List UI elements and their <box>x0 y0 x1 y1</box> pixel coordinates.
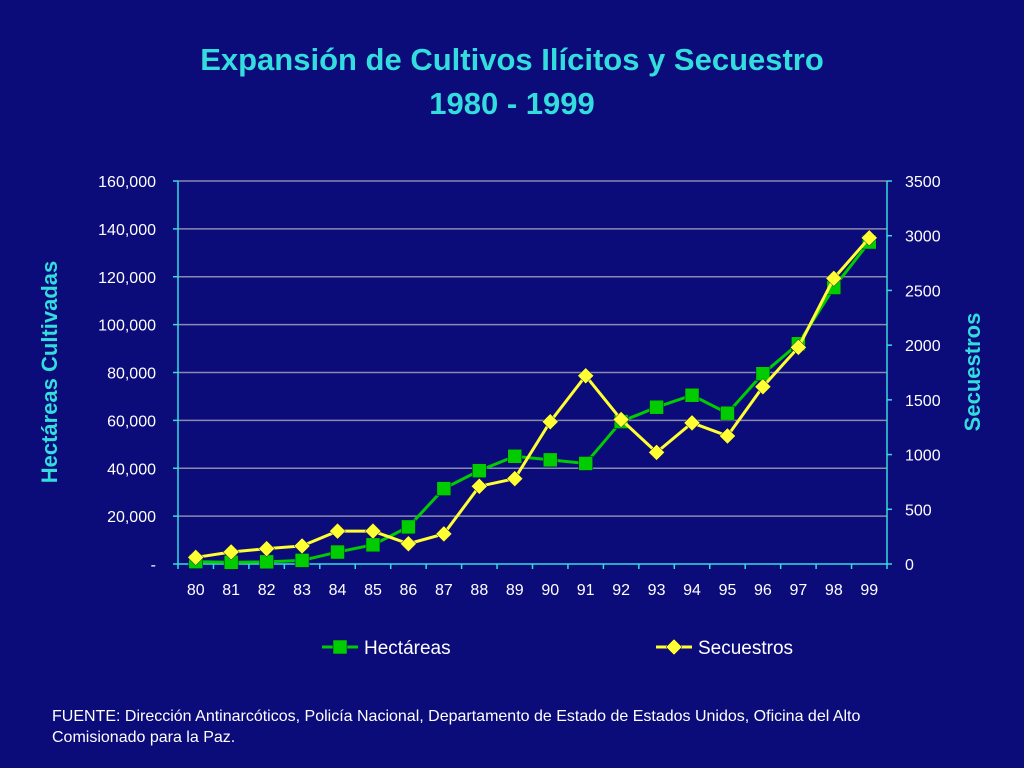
secuestros-point <box>293 537 311 555</box>
hectareas-point <box>436 481 452 496</box>
secuestros-point <box>754 378 772 396</box>
secuestros-point <box>648 444 665 461</box>
x-tick-label: 92 <box>612 582 630 599</box>
y-axis-title: Hectáreas Cultivadas <box>37 261 62 484</box>
right-tick-label: 0 <box>905 557 914 574</box>
secuestros-point <box>400 535 417 553</box>
secuestros-legend-label: Secuestros <box>698 638 793 659</box>
left-tick-label: - <box>151 557 156 574</box>
secuestros-point <box>506 470 524 487</box>
secuestros-point <box>683 414 701 432</box>
secuestros-point <box>364 522 382 540</box>
right-tick-label: 3000 <box>905 229 941 246</box>
secuestros-point <box>860 229 878 247</box>
hectareas-point <box>401 519 416 535</box>
hectareas-point <box>542 452 558 468</box>
x-tick-label: 99 <box>860 582 878 599</box>
x-tick-label: 81 <box>222 582 240 599</box>
hectareas-legend-marker <box>332 639 348 655</box>
hectareas-point <box>365 537 381 553</box>
x-tick-label: 98 <box>825 582 843 599</box>
secuestros-point <box>222 543 240 561</box>
secuestros-point <box>825 270 843 287</box>
x-tick-label: 83 <box>293 582 311 599</box>
x-tick-label: 82 <box>258 582 276 599</box>
x-tick-label: 89 <box>506 582 524 599</box>
secuestros-legend-marker <box>665 638 683 656</box>
left-tick-label: 140,000 <box>98 222 156 239</box>
x-tick-label: 85 <box>364 582 382 599</box>
left-tick-label: 120,000 <box>98 270 156 287</box>
dual-axis-line-chart: - 20,000 40,000 60,000 80,000 100,000 120,000 1… <box>37 174 985 659</box>
secuestros-point <box>187 549 205 566</box>
x-tick-label: 93 <box>648 582 666 599</box>
hectareas-point <box>649 399 664 415</box>
secuestros-point <box>470 477 488 495</box>
hectareas-point <box>507 449 523 464</box>
x-tick-label: 80 <box>187 582 205 599</box>
source-footnote: FUENTE: Dirección Antinarcóticos, Policí… <box>52 708 861 746</box>
secuestros-point <box>541 413 559 431</box>
x-tick-label: 97 <box>789 582 807 599</box>
secuestros-point <box>329 522 346 540</box>
right-tick-label: 500 <box>905 502 932 519</box>
secuestros-series-line <box>195 236 871 559</box>
secuestros-point <box>258 540 275 558</box>
x-tick-label: 95 <box>719 582 737 599</box>
right-tick-label: 2500 <box>905 283 941 300</box>
hectareas-point <box>330 544 345 560</box>
right-tick-label: 1500 <box>905 393 941 410</box>
secuestros-point <box>612 411 630 428</box>
hectareas-point <box>472 463 487 478</box>
secuestros-point <box>719 427 736 445</box>
secuestros-point <box>435 525 453 543</box>
left-tick-label: 80,000 <box>107 366 156 383</box>
chart-subtitle: 1980 - 1999 <box>429 86 595 121</box>
hectareas-series-line <box>195 241 871 564</box>
hectareas-legend-label: Hectáreas <box>364 638 451 659</box>
x-tick-label: 94 <box>683 582 701 599</box>
chart-title: Expansión de Cultivos Ilícitos y Secuest… <box>200 42 824 77</box>
hectareas-point <box>294 553 310 568</box>
x-tick-label: 90 <box>541 582 559 599</box>
left-tick-label: 20,000 <box>107 509 156 526</box>
secuestros-point <box>790 338 807 356</box>
x-tick-label: 86 <box>400 582 418 599</box>
hectareas-point <box>720 405 735 421</box>
x-tick-label: 84 <box>329 582 347 599</box>
left-tick-label: 160,000 <box>98 174 156 191</box>
right-tick-label: 3500 <box>905 174 941 191</box>
x-tick-label: 91 <box>577 582 595 599</box>
x-tick-label: 88 <box>470 582 488 599</box>
right-tick-label: 1000 <box>905 448 941 465</box>
right-tick-label: 2000 <box>905 338 941 355</box>
x-tick-label: 96 <box>754 582 772 599</box>
x-tick-label: 87 <box>435 582 453 599</box>
left-tick-label: 40,000 <box>107 461 156 478</box>
chart-title-block: Expansión de Cultivos Ilícitos y Secuest… <box>0 38 1024 126</box>
left-tick-label: 60,000 <box>107 413 156 430</box>
left-tick-label: 100,000 <box>98 318 156 335</box>
secuestros-point <box>577 367 595 385</box>
hectareas-point <box>684 387 700 403</box>
hectareas-point <box>578 456 593 471</box>
y2-axis-title: Secuestros <box>960 313 985 432</box>
